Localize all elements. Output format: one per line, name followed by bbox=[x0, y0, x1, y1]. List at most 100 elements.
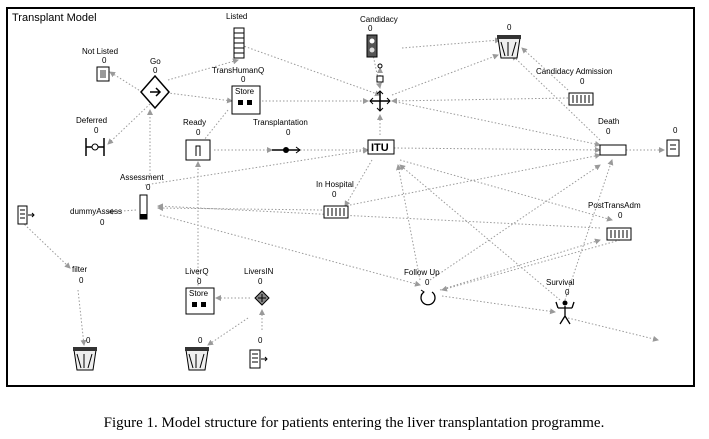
traffic-light-icon bbox=[366, 34, 378, 58]
candidacy-value: 0 bbox=[368, 24, 373, 33]
go-decision-node[interactable]: Go 0 bbox=[140, 57, 170, 110]
go-value: 0 bbox=[153, 66, 158, 75]
delay-icon bbox=[85, 138, 105, 156]
itu-label: ITU bbox=[371, 142, 389, 154]
liver-q-label: LiverQ bbox=[185, 267, 209, 276]
exit-icon bbox=[96, 66, 110, 82]
listed-label: Listed bbox=[226, 12, 247, 21]
store-box-icon: Store bbox=[185, 287, 215, 315]
in-hospital-value: 0 bbox=[332, 190, 337, 199]
trans-human-q-store: Store bbox=[235, 87, 255, 96]
store-box-icon: Store bbox=[231, 85, 261, 115]
filter-label: filter bbox=[72, 265, 87, 274]
not-listed-value: 0 bbox=[102, 56, 107, 65]
connectors bbox=[21, 37, 665, 346]
death-activity-icon bbox=[599, 144, 627, 156]
post-trans-adm-value: 0 bbox=[618, 211, 623, 220]
follow-up-label: Follow Up bbox=[404, 268, 440, 277]
person-icon bbox=[555, 300, 575, 325]
bin-top-node[interactable]: 0 bbox=[497, 23, 521, 59]
bin-mid-value: 0 bbox=[198, 336, 203, 345]
hatched-diamond-icon bbox=[254, 290, 270, 306]
candidacy-admission-value: 0 bbox=[580, 77, 585, 86]
post-trans-adm-node[interactable]: PostTransAdm 0 bbox=[588, 201, 641, 241]
filter-node[interactable]: filter 0 bbox=[72, 265, 87, 285]
transplantation-label: Transplantation bbox=[253, 118, 308, 127]
queue-icon bbox=[233, 27, 245, 59]
patient-source-node[interactable] bbox=[17, 205, 35, 225]
liver-q-store: Store bbox=[189, 289, 209, 298]
deferred-value: 0 bbox=[94, 126, 99, 135]
trans-human-q-node[interactable]: TransHumanQ 0 Store bbox=[212, 66, 264, 115]
listed-node[interactable]: Listed bbox=[226, 12, 247, 59]
bin-left-value: 0 bbox=[86, 336, 91, 345]
deferred-label: Deferred bbox=[76, 116, 107, 125]
figure-caption: Figure 1. Model structure for patients e… bbox=[104, 415, 605, 431]
ready-value: 0 bbox=[196, 128, 201, 137]
cross-arrows-icon bbox=[369, 90, 391, 112]
waste-bin-icon bbox=[185, 347, 209, 371]
hospital-building-icon bbox=[323, 205, 349, 219]
itu-box bbox=[367, 139, 395, 155]
candidacy-label: Candidacy bbox=[360, 15, 398, 24]
death-exit-value: 0 bbox=[673, 126, 678, 135]
dummy-assess-value: 0 bbox=[100, 218, 105, 227]
activity-arrow-icon bbox=[272, 146, 301, 154]
cycle-icon bbox=[420, 289, 436, 306]
diagram-title: Transplant Model bbox=[12, 12, 97, 24]
waste-bin-icon bbox=[73, 347, 97, 371]
source-icon bbox=[249, 349, 268, 369]
livers-in-value: 0 bbox=[258, 277, 263, 286]
dummy-assess-node[interactable]: dummyAssess 0 bbox=[70, 207, 122, 227]
candidacy-admission-label: Candidacy Admission bbox=[536, 67, 612, 76]
ready-node[interactable]: Ready 0 bbox=[183, 118, 211, 161]
death-value: 0 bbox=[606, 127, 611, 136]
filter-value: 0 bbox=[79, 276, 84, 285]
exit-icon bbox=[666, 139, 680, 157]
liver-q-node[interactable]: LiverQ 0 Store bbox=[185, 267, 215, 315]
transplantation-value: 0 bbox=[286, 128, 291, 137]
hospital-building-icon bbox=[568, 92, 594, 106]
not-listed-node[interactable]: Not Listed 0 bbox=[82, 47, 118, 82]
livers-source-node[interactable]: 0 bbox=[249, 336, 268, 369]
match-box-icon bbox=[185, 139, 211, 161]
ready-label: Ready bbox=[183, 118, 206, 127]
survival-label: Survival bbox=[546, 278, 575, 287]
transplantation-node[interactable]: Transplantation 0 bbox=[253, 118, 308, 154]
not-listed-label: Not Listed bbox=[82, 47, 118, 56]
candidacy-node[interactable]: Candidacy 0 bbox=[360, 15, 398, 58]
death-exit-node[interactable]: 0 bbox=[666, 126, 680, 157]
livers-in-node[interactable]: LiversIN 0 bbox=[244, 267, 274, 306]
follow-up-value: 0 bbox=[425, 278, 430, 287]
assessment-node[interactable]: Assessment 0 bbox=[120, 173, 164, 220]
survival-value: 0 bbox=[565, 288, 570, 297]
junction-node[interactable] bbox=[369, 90, 391, 112]
trans-human-q-value: 0 bbox=[241, 75, 246, 84]
in-hospital-label: In Hospital bbox=[316, 180, 354, 189]
livers-source-value: 0 bbox=[258, 336, 263, 345]
livers-in-label: LiversIN bbox=[244, 267, 274, 276]
in-hospital-node[interactable]: In Hospital 0 bbox=[316, 180, 354, 219]
bin-left-node[interactable]: 0 bbox=[73, 336, 97, 371]
survival-node[interactable]: Survival 0 bbox=[546, 278, 575, 325]
trans-human-q-label: TransHumanQ bbox=[212, 66, 264, 75]
waste-bin-icon bbox=[497, 35, 521, 59]
junction-marker bbox=[376, 63, 384, 83]
death-node[interactable]: Death 0 bbox=[598, 117, 627, 156]
dummy-assess-label: dummyAssess bbox=[70, 207, 122, 216]
go-label: Go bbox=[150, 57, 161, 66]
itu-node[interactable]: ITU bbox=[367, 139, 395, 155]
post-trans-adm-label: PostTransAdm bbox=[588, 201, 641, 210]
assessment-label: Assessment bbox=[120, 173, 164, 182]
candidacy-admission-node[interactable]: Candidacy Admission 0 bbox=[536, 67, 612, 106]
liver-q-value: 0 bbox=[197, 277, 202, 286]
assessment-value: 0 bbox=[146, 183, 151, 192]
bin-mid-node[interactable]: 0 bbox=[185, 336, 209, 371]
decision-diamond-icon bbox=[140, 74, 170, 110]
follow-up-node[interactable]: Follow Up 0 bbox=[404, 268, 440, 306]
bin-top-value: 0 bbox=[507, 23, 512, 32]
queue-bar-icon bbox=[139, 194, 148, 220]
deferred-node[interactable]: Deferred 0 bbox=[76, 116, 107, 156]
death-label: Death bbox=[598, 117, 619, 126]
hospital-building-icon bbox=[606, 227, 632, 241]
